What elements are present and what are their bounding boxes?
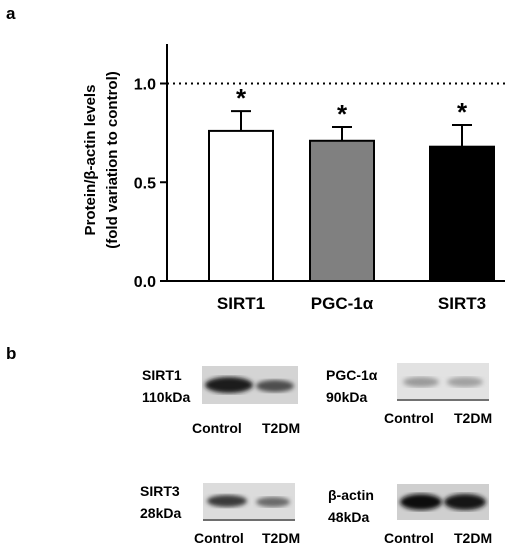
band-pgc-control	[403, 377, 439, 387]
category-label: SIRT1	[217, 294, 265, 313]
blot-image-sirt1	[202, 366, 298, 404]
lane-label-t2dm: T2DM	[262, 530, 301, 546]
panel-b-label: b	[6, 344, 17, 363]
lane-label-control: Control	[192, 420, 242, 436]
lane-label-control: Control	[194, 530, 244, 546]
blot-label-pgc: PGC-1α 90kDa	[326, 366, 377, 406]
band-sirt1-t2dm	[256, 380, 294, 392]
category-label: SIRT3	[438, 294, 486, 313]
y-tick-label: 0.5	[134, 175, 156, 192]
blot-image-pgc	[397, 363, 489, 401]
y-tick-label: 1.0	[134, 77, 156, 94]
blot-label-bactin: β-actin 48kDa	[328, 486, 374, 526]
lane-label-t2dm: T2DM	[454, 530, 493, 546]
significance-marker: *	[457, 97, 468, 127]
lane-label-control: Control	[384, 530, 434, 546]
blot-image-bactin	[397, 484, 489, 520]
y-axis-label-2: (fold variation to control)	[104, 71, 121, 249]
band-sirt1-control	[205, 377, 253, 393]
blot-image-sirt3	[203, 483, 295, 521]
band-bactin-control	[400, 494, 442, 510]
bar-chart: * SIRT1 * PGC-1α * SIRT3 0.0 0.5 1.0 Protein/β-ac…	[82, 44, 505, 313]
lane-label-t2dm: T2DM	[262, 420, 301, 436]
blot-size-bactin: 48kDa	[328, 509, 370, 525]
blot-size-sirt1: 110kDa	[142, 389, 191, 405]
band-bactin-t2dm	[444, 494, 486, 510]
band-sirt3-control	[207, 495, 247, 507]
blot-name-bactin: β-actin	[328, 487, 374, 503]
category-label: PGC-1α	[311, 294, 374, 313]
significance-marker: *	[337, 99, 348, 129]
y-tick-label: 0.0	[134, 274, 156, 291]
bar-1	[309, 139, 375, 282]
band-sirt3-t2dm	[256, 497, 290, 507]
lane-label-t2dm: T2DM	[454, 410, 493, 426]
bar-0	[208, 129, 274, 282]
panel-a-label: a	[6, 4, 16, 23]
y-axis-label: Protein/β-actin levels	[82, 85, 99, 236]
band-pgc-t2dm	[447, 377, 483, 387]
blot-name-pgc: PGC-1α	[326, 367, 378, 383]
blot-size-sirt3: 28kDa	[140, 505, 182, 521]
lane-label-control: Control	[384, 410, 434, 426]
significance-marker: *	[236, 83, 247, 113]
blot-name-sirt1: SIRT1	[142, 367, 182, 383]
blot-name-sirt3: SIRT3	[140, 483, 180, 499]
blot-label-sirt1: SIRT1 110kDa	[142, 366, 190, 406]
bar-2	[429, 145, 495, 282]
blot-size-pgc: 90kDa	[326, 389, 368, 405]
blot-label-sirt3: SIRT3 28kDa	[140, 482, 181, 522]
